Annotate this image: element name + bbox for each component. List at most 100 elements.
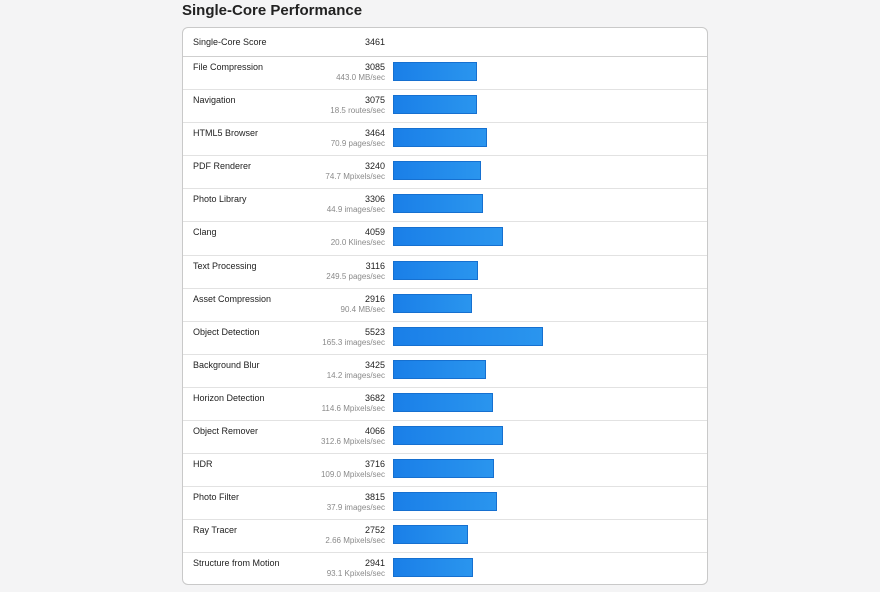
benchmark-rate: 44.9 images/sec	[326, 205, 385, 215]
table-row: Ray Tracer 2752 2.66 Mpixels/sec	[183, 520, 707, 554]
score-bar-track	[393, 459, 693, 479]
benchmark-rate: 20.0 Klines/sec	[330, 238, 385, 248]
benchmark-name: Background Blur	[193, 359, 260, 370]
table-row: Object Detection 5523 165.3 images/sec	[183, 322, 707, 355]
benchmark-rate: 109.0 Mpixels/sec	[320, 470, 385, 480]
score-bar-track	[393, 260, 693, 280]
benchmark-rate: 165.3 images/sec	[322, 337, 385, 347]
benchmark-rate: 70.9 pages/sec	[330, 139, 385, 149]
benchmark-table: Single-Core Score 3461 File Compression 3…	[182, 27, 708, 585]
benchmark-score: 5523	[364, 326, 385, 337]
benchmark-rate: 37.9 images/sec	[326, 503, 385, 513]
score-bar-track	[393, 62, 693, 81]
benchmark-rate: 74.7 Mpixels/sec	[325, 172, 385, 182]
benchmark-rate: 14.2 images/sec	[326, 370, 385, 380]
table-row: Structure from Motion 2941 93.1 Kpixels/se…	[183, 553, 707, 584]
summary-label: Single-Core Score	[193, 37, 267, 47]
summary-score: 3461	[364, 37, 385, 47]
benchmark-name: Object Remover	[193, 426, 259, 437]
benchmark-name: Asset Compression	[193, 293, 272, 304]
benchmark-score: 4059	[364, 227, 385, 238]
benchmark-name: Photo Filter	[193, 492, 240, 503]
table-row: Clang 4059 20.0 Klines/sec	[183, 222, 707, 256]
benchmark-score: 3815	[364, 492, 385, 503]
benchmark-rate: 312.6 Mpixels/sec	[320, 437, 385, 447]
benchmark-name: Structure from Motion	[193, 558, 280, 569]
score-bar	[393, 161, 481, 181]
table-row: PDF Renderer 3240 74.7 Mpixels/sec	[183, 156, 707, 190]
table-row: File Compression 3085 443.0 MB/sec	[183, 57, 707, 91]
benchmark-score: 3075	[364, 95, 385, 106]
table-row: Text Processing 3116 249.5 pages/sec	[183, 256, 707, 289]
table-row: Horizon Detection 3682 114.6 Mpixels/sec	[183, 388, 707, 422]
benchmark-name: File Compression	[193, 62, 264, 72]
score-bar-track	[393, 392, 693, 412]
score-bar-track	[393, 95, 693, 115]
benchmark-rate: 90.4 MB/sec	[340, 304, 385, 314]
score-bar	[393, 128, 487, 148]
score-bar-track	[393, 194, 693, 214]
score-bar	[393, 492, 497, 512]
benchmark-score: 2752	[364, 525, 385, 536]
benchmark-score: 3464	[364, 128, 385, 139]
benchmark-rate: 18.5 routes/sec	[330, 106, 385, 116]
benchmark-name: HTML5 Browser	[193, 128, 259, 139]
score-bar	[393, 525, 468, 545]
benchmark-name: PDF Renderer	[193, 161, 252, 172]
table-row: Object Remover 4066 312.6 Mpixels/sec	[183, 421, 707, 455]
benchmark-score: 3085	[364, 62, 385, 72]
benchmark-name: Ray Tracer	[193, 525, 238, 536]
score-bar	[393, 227, 503, 247]
section-title: Single-Core Performance	[182, 2, 363, 19]
benchmark-rate: 2.66 Mpixels/sec	[325, 536, 385, 546]
benchmark-score: 2916	[364, 293, 385, 304]
benchmark-score: 3716	[364, 459, 385, 470]
score-bar	[393, 95, 477, 115]
score-bar-track	[393, 525, 693, 545]
benchmark-score: 3116	[365, 260, 385, 271]
benchmark-score: 3306	[364, 194, 385, 205]
benchmark-name: HDR	[193, 459, 213, 470]
benchmark-rate: 249.5 pages/sec	[326, 271, 385, 281]
benchmark-rate: 443.0 MB/sec	[336, 73, 385, 82]
benchmark-score: 3682	[364, 392, 385, 403]
table-row: Photo Library 3306 44.9 images/sec	[183, 189, 707, 223]
benchmark-score: 4066	[364, 426, 385, 437]
benchmark-score: 3240	[364, 161, 385, 172]
score-bar-track	[393, 326, 693, 346]
benchmark-name: Text Processing	[193, 260, 257, 271]
table-row: HDR 3716 109.0 Mpixels/sec	[183, 454, 707, 488]
score-bar	[393, 426, 503, 446]
benchmark-rate: 93.1 Kpixels/sec	[326, 569, 385, 579]
score-bar	[393, 558, 473, 578]
benchmark-score: 2941	[364, 558, 385, 569]
score-bar-track	[393, 128, 693, 148]
score-bar-track	[393, 426, 693, 446]
benchmark-name: Navigation	[193, 95, 236, 106]
score-bar	[393, 260, 478, 280]
score-bar	[393, 392, 493, 412]
table-row: HTML5 Browser 3464 70.9 pages/sec	[183, 123, 707, 157]
score-bar	[393, 194, 483, 214]
score-bar	[393, 359, 486, 379]
score-bar-track	[393, 359, 693, 379]
benchmark-name: Photo Library	[193, 194, 247, 205]
score-bar-track	[393, 293, 693, 313]
score-bar-track	[393, 492, 693, 512]
table-row: Background Blur 3425 14.2 images/sec	[183, 355, 707, 388]
table-row: Photo Filter 3815 37.9 images/sec	[183, 487, 707, 521]
score-bar	[393, 326, 543, 346]
benchmark-score: 3425	[364, 359, 385, 370]
score-bar	[393, 62, 477, 81]
score-bar-track	[393, 227, 693, 247]
score-bar-track	[393, 161, 693, 181]
score-bar	[393, 459, 494, 479]
benchmark-name: Clang	[193, 227, 217, 238]
table-row: Navigation 3075 18.5 routes/sec	[183, 90, 707, 124]
benchmark-rows: File Compression 3085 443.0 MB/sec Navigati…	[183, 57, 707, 584]
score-bar	[393, 293, 472, 313]
benchmark-name: Horizon Detection	[193, 392, 265, 403]
score-bar-track	[393, 558, 693, 578]
table-row: Asset Compression 2916 90.4 MB/sec	[183, 289, 707, 322]
